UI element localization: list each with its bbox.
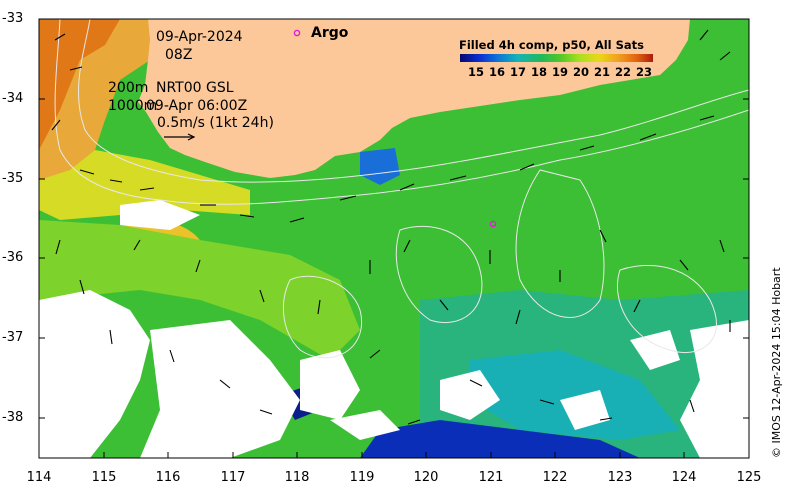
coastal-cool-patch [360, 148, 400, 185]
lat-tick-label: -34 [2, 91, 24, 106]
colorbar-tick: 16 [488, 65, 505, 79]
colorbar-tick: 17 [509, 65, 526, 79]
colorbar-title: Filled 4h comp, p50, All Sats [459, 38, 644, 52]
colorbar-tick: 22 [614, 65, 631, 79]
teal-water [470, 350, 680, 440]
lon-tick-label: 123 [607, 470, 633, 485]
product-time: 09-Apr 06:00Z [146, 98, 248, 114]
colorbar-tick: 19 [551, 65, 568, 79]
lon-tick-label: 115 [91, 470, 117, 485]
lon-tick-label: 118 [284, 470, 310, 485]
warm-water-core [39, 19, 120, 150]
lon-tick-label: 119 [349, 470, 375, 485]
lat-tick-label: -38 [2, 410, 24, 425]
lon-tick-label: 125 [736, 470, 762, 485]
lon-tick-label: 114 [26, 470, 52, 485]
scale-arrow [164, 133, 196, 141]
yellow-band [39, 150, 250, 220]
lat-tick-label: -37 [2, 330, 24, 345]
argo-float-marker[interactable] [489, 220, 497, 228]
lat-tick-label: -35 [2, 171, 24, 186]
lat-tick-label: -33 [2, 11, 24, 26]
lon-tick-label: 121 [478, 470, 504, 485]
colorbar-tick: 21 [593, 65, 610, 79]
lon-tick-label: 124 [671, 470, 697, 485]
imos-credit: © IMOS 12-Apr-2024 15:04 Hobart [770, 267, 783, 458]
contour-1000m-label: 1000m [108, 98, 158, 114]
colorbar-tick: 23 [635, 65, 652, 79]
lon-tick-label: 120 [413, 470, 439, 485]
product-label: NRT00 GSL [156, 80, 234, 96]
light-green-band [39, 220, 360, 360]
no-data-areas [39, 200, 749, 458]
argo-legend-icon [293, 29, 301, 37]
colorbar-tick: 15 [467, 65, 484, 79]
bathymetry-contours [54, 19, 749, 359]
scale-label: 0.5m/s (1kt 24h) [157, 115, 274, 131]
lat-tick-marks [39, 18, 749, 419]
lon-tick-label: 117 [220, 470, 246, 485]
map-time: 08Z [165, 47, 193, 63]
colorbar-tick: 18 [530, 65, 547, 79]
lon-tick-marks [38, 452, 750, 458]
current-vectors [51, 29, 731, 425]
lon-tick-label: 116 [155, 470, 181, 485]
map-date: 09-Apr-2024 [156, 29, 243, 45]
argo-legend-label: Argo [311, 25, 349, 41]
lon-tick-label: 122 [542, 470, 568, 485]
plot-frame [38, 18, 750, 459]
contour-200m-label: 200m [108, 80, 149, 96]
colorbar-tick: 20 [572, 65, 589, 79]
colorbar [460, 54, 653, 62]
cold-water-south [360, 420, 640, 458]
lat-tick-label: -36 [2, 250, 24, 265]
